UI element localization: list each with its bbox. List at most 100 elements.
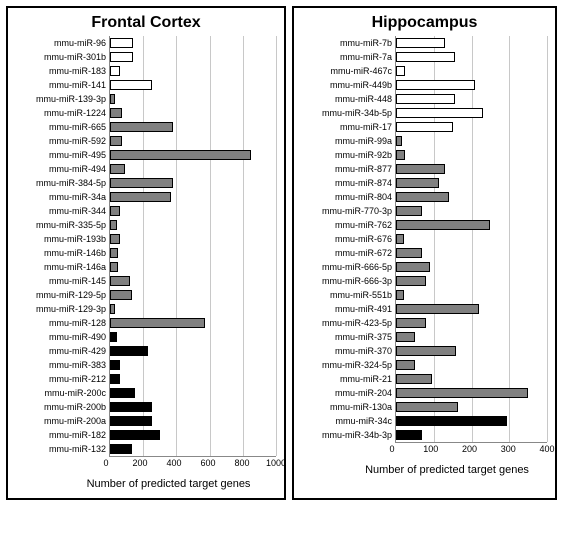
bar-cell (395, 330, 547, 344)
bar-row: mmu-miR-770-3p (302, 204, 547, 218)
bar-cell (109, 190, 276, 204)
bar-row: mmu-miR-128 (16, 316, 276, 330)
bar-row: mmu-miR-129-3p (16, 302, 276, 316)
bar-row: mmu-miR-551b (302, 288, 547, 302)
bar-cell (109, 92, 276, 106)
y-axis-label: mmu-miR-666-5p (302, 262, 395, 272)
bar-row: mmu-miR-34b-3p (302, 428, 547, 442)
bar (110, 304, 115, 314)
y-axis-label: mmu-miR-99a (302, 136, 395, 146)
y-axis-label: mmu-miR-204 (302, 388, 395, 398)
y-axis-label: mmu-miR-7b (302, 38, 395, 48)
bar-row: mmu-miR-34a (16, 190, 276, 204)
bar-row: mmu-miR-301b (16, 50, 276, 64)
bar (396, 346, 456, 356)
bar-cell (395, 92, 547, 106)
y-axis-label: mmu-miR-146a (16, 262, 109, 272)
bar-cell (395, 204, 547, 218)
bar-row: mmu-miR-132 (16, 442, 276, 456)
bar-cell (109, 288, 276, 302)
x-tick: 800 (234, 458, 249, 468)
bar-cell (395, 274, 547, 288)
bar-row: mmu-miR-335-5p (16, 218, 276, 232)
bar-cell (395, 386, 547, 400)
bar (396, 66, 405, 76)
bar-cell (109, 204, 276, 218)
bar (110, 206, 120, 216)
panel-title: Hippocampus (302, 14, 547, 32)
bar-cell (109, 442, 276, 457)
bar (396, 192, 449, 202)
bar-row: mmu-miR-370 (302, 344, 547, 358)
y-axis-label: mmu-miR-129-5p (16, 290, 109, 300)
bar-row: mmu-miR-467c (302, 64, 547, 78)
bar (396, 416, 507, 426)
bar (396, 94, 455, 104)
bar (396, 38, 445, 48)
bar-row: mmu-miR-448 (302, 92, 547, 106)
y-axis-label: mmu-miR-301b (16, 52, 109, 62)
bar (396, 304, 479, 314)
y-axis-label: mmu-miR-666-3p (302, 276, 395, 286)
bar (396, 388, 528, 398)
bar (396, 290, 404, 300)
bar (110, 122, 173, 132)
y-axis-label: mmu-miR-370 (302, 346, 395, 356)
y-axis-label: mmu-miR-491 (302, 304, 395, 314)
y-axis-label: mmu-miR-449b (302, 80, 395, 90)
bar (396, 108, 483, 118)
bar-row: mmu-miR-182 (16, 428, 276, 442)
bar (110, 402, 152, 412)
y-axis-label: mmu-miR-146b (16, 248, 109, 258)
panels-container: Frontal Cortexmmu-miR-96mmu-miR-301bmmu-… (6, 6, 557, 500)
bar (110, 136, 122, 146)
y-axis-label: mmu-miR-448 (302, 94, 395, 104)
bar-row: mmu-miR-592 (16, 134, 276, 148)
y-axis-label: mmu-miR-21 (302, 374, 395, 384)
bar-row: mmu-miR-99a (302, 134, 547, 148)
bar-row: mmu-miR-666-3p (302, 274, 547, 288)
bar-cell (395, 78, 547, 92)
bar-cell (395, 232, 547, 246)
y-axis-label: mmu-miR-874 (302, 178, 395, 188)
y-axis-label: mmu-miR-383 (16, 360, 109, 370)
bar (110, 80, 152, 90)
bar (396, 276, 426, 286)
bar-cell (395, 316, 547, 330)
bar-row: mmu-miR-383 (16, 358, 276, 372)
bar-cell (109, 162, 276, 176)
bar (396, 52, 455, 62)
y-axis-label: mmu-miR-1224 (16, 108, 109, 118)
y-axis-label: mmu-miR-384-5p (16, 178, 109, 188)
x-tick: 0 (103, 458, 108, 468)
y-axis-label: mmu-miR-676 (302, 234, 395, 244)
y-axis-label: mmu-miR-96 (16, 38, 109, 48)
bar (110, 164, 125, 174)
y-axis-label: mmu-miR-183 (16, 66, 109, 76)
bar-cell (109, 36, 276, 50)
bar-cell (395, 400, 547, 414)
bar (110, 346, 148, 356)
bar-row: mmu-miR-139-3p (16, 92, 276, 106)
bar (396, 262, 430, 272)
bar-row: mmu-miR-429 (16, 344, 276, 358)
bar (110, 248, 118, 258)
bar-cell (109, 78, 276, 92)
bar (396, 430, 422, 440)
x-tick: 0 (389, 444, 394, 454)
bar-cell (395, 288, 547, 302)
bar (396, 374, 432, 384)
bar-row: mmu-miR-494 (16, 162, 276, 176)
bar-cell (395, 190, 547, 204)
bar (110, 374, 120, 384)
y-axis-label: mmu-miR-494 (16, 164, 109, 174)
y-axis-label: mmu-miR-212 (16, 374, 109, 384)
bar-cell (395, 162, 547, 176)
y-axis-label: mmu-miR-375 (302, 332, 395, 342)
bar-cell (109, 344, 276, 358)
bar (396, 164, 445, 174)
bar-cell (395, 148, 547, 162)
y-axis-label: mmu-miR-193b (16, 234, 109, 244)
y-axis-label: mmu-miR-34b-5p (302, 108, 395, 118)
bar-cell (109, 372, 276, 386)
